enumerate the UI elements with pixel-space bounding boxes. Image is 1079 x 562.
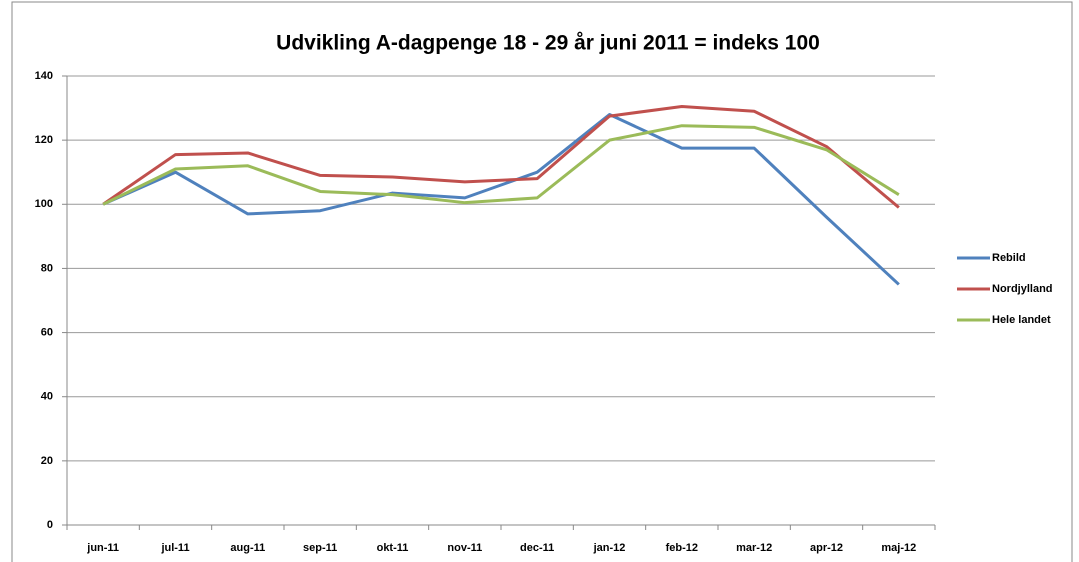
chart-frame <box>11 1 1073 562</box>
y-tick-label: 80 <box>41 262 53 274</box>
x-tick-label: maj-12 <box>881 542 916 554</box>
y-tick-label: 40 <box>41 391 53 403</box>
data-line <box>102 104 900 209</box>
x-tick-label: nov-11 <box>447 542 482 554</box>
x-tick-label: mar-12 <box>736 542 772 554</box>
legend-label: Rebild <box>992 252 1026 264</box>
legend-label: Nordjylland <box>992 283 1053 295</box>
x-tick-label: okt-11 <box>377 542 409 554</box>
x-tick-label: apr-12 <box>810 542 843 554</box>
y-tick-label: 120 <box>35 134 53 146</box>
x-tick-label: jul-11 <box>160 542 189 554</box>
chart-title: Udvikling A-dagpenge 18 - 29 år juni 201… <box>276 32 820 55</box>
x-tick-label: jan-12 <box>593 542 626 554</box>
y-tick-label: 100 <box>35 198 53 210</box>
data-line <box>102 112 900 286</box>
y-tick-label: 60 <box>41 326 53 338</box>
y-tick-label: 0 <box>47 519 53 531</box>
y-tick-label: 20 <box>41 455 53 467</box>
x-tick-label: jun-11 <box>86 542 119 554</box>
x-tick-label: sep-11 <box>303 542 337 554</box>
y-tick-label: 140 <box>35 70 53 82</box>
x-tick-label: feb-12 <box>666 542 698 554</box>
x-tick-label: aug-11 <box>230 542 265 554</box>
x-tick-label: dec-11 <box>520 542 554 554</box>
data-line <box>102 124 900 206</box>
legend-label: Hele landet <box>992 314 1051 326</box>
